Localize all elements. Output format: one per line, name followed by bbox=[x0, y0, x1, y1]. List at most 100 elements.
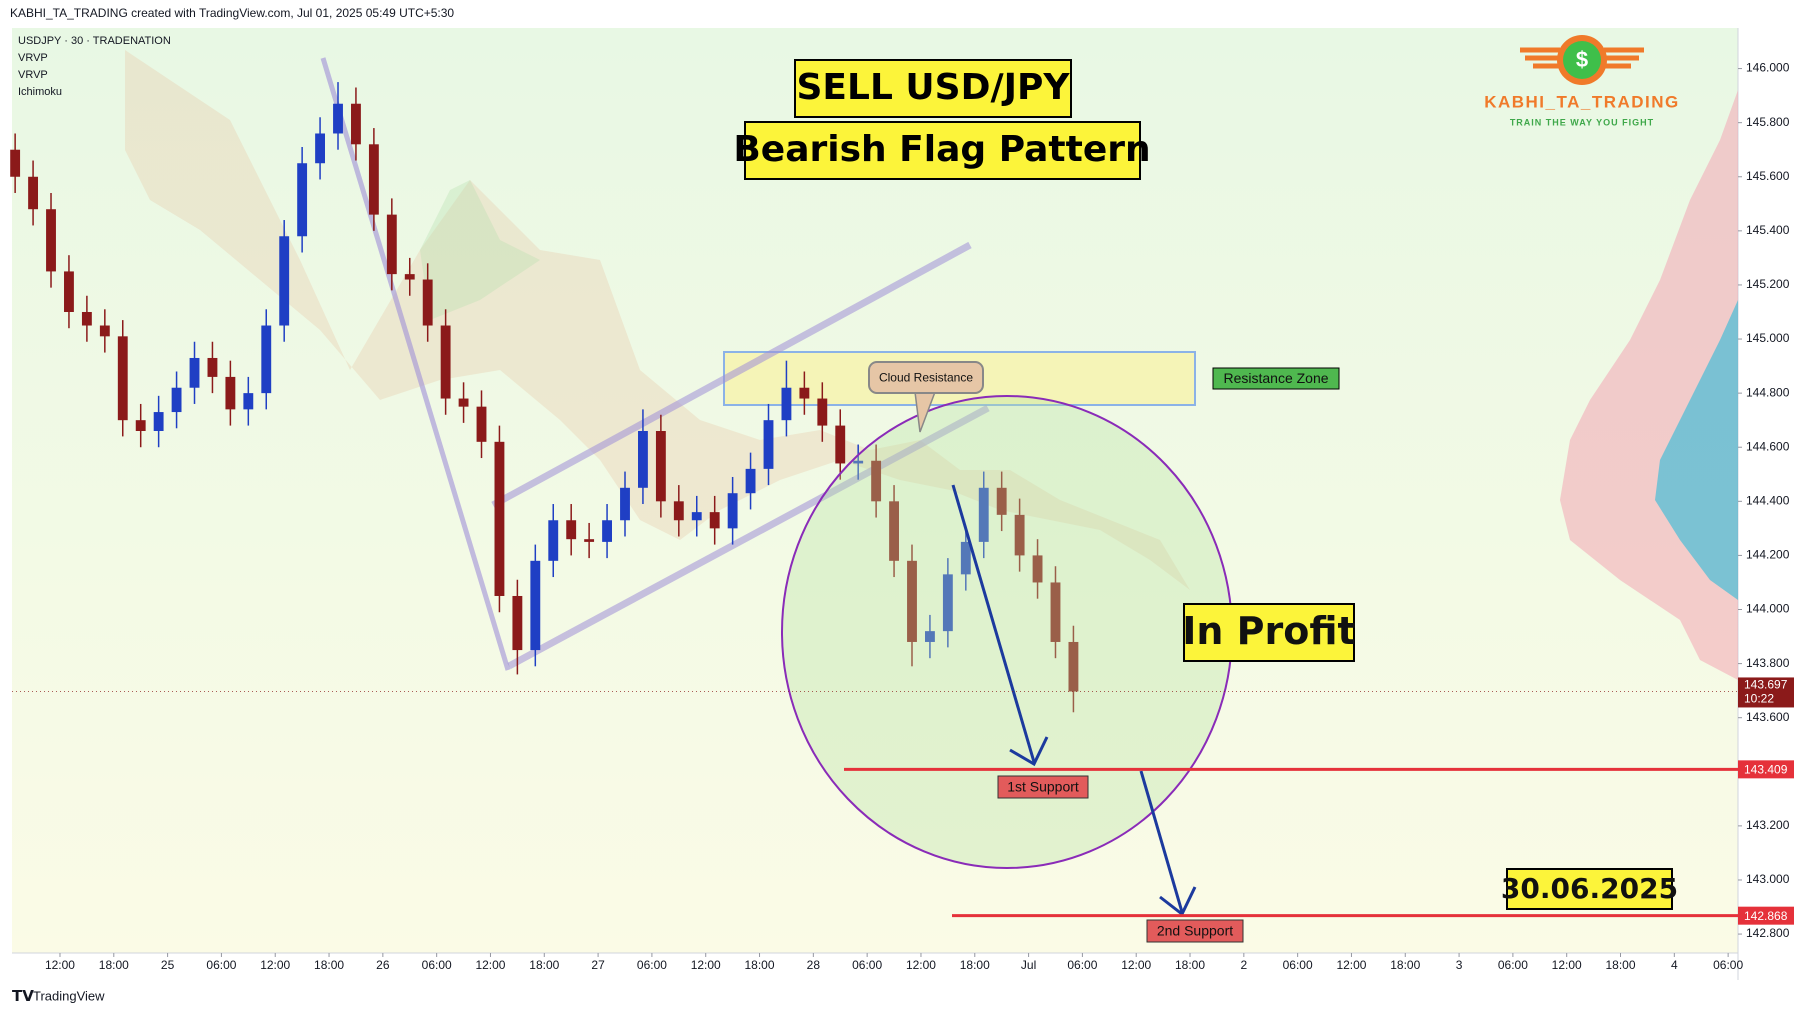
y-tick-label: 145.200 bbox=[1746, 277, 1790, 291]
x-tick-label: 27 bbox=[591, 958, 605, 972]
candle-body bbox=[996, 487, 1007, 515]
candle-body bbox=[924, 631, 935, 642]
y-tick-label: 145.600 bbox=[1746, 169, 1790, 183]
x-tick-label: 06:00 bbox=[1713, 958, 1743, 972]
level-tag bbox=[1738, 906, 1794, 925]
logo-tagline: TRAIN THE WAY YOU FIGHT bbox=[1510, 117, 1654, 127]
candle-body bbox=[620, 487, 630, 521]
candle-body bbox=[978, 487, 989, 542]
candle-body bbox=[351, 103, 361, 145]
candle-body bbox=[638, 430, 648, 488]
footer-logo: 𝗧𝗩 bbox=[12, 988, 34, 1005]
x-tick-label: 18:00 bbox=[1390, 958, 1420, 972]
candle-body bbox=[709, 512, 720, 529]
candle-body bbox=[853, 460, 864, 464]
x-tick-label: 18:00 bbox=[99, 958, 129, 972]
level-tag-value: 142.868 bbox=[1744, 909, 1788, 923]
logo-name: KABHI_TA_TRADING bbox=[1484, 92, 1680, 111]
price-tag bbox=[1738, 677, 1794, 708]
x-tick-label: 12:00 bbox=[1552, 958, 1582, 972]
x-tick-label: 12:00 bbox=[906, 958, 936, 972]
subtitle-box bbox=[744, 121, 1141, 180]
chart-title: SELL USD/JPY bbox=[797, 67, 1071, 108]
x-tick-label: 2 bbox=[1240, 958, 1247, 972]
x-tick-label: 28 bbox=[807, 958, 821, 972]
y-tick-label: 144.800 bbox=[1746, 385, 1790, 399]
header-credit: KABHI_TA_TRADING created with TradingVie… bbox=[10, 6, 454, 20]
candle-body bbox=[225, 376, 236, 410]
annotation-text: Resistance Zone bbox=[1223, 370, 1328, 386]
x-tick-label: 12:00 bbox=[45, 958, 75, 972]
candle-body bbox=[458, 398, 469, 407]
candle-body bbox=[153, 412, 164, 431]
annotation-text: In Profit bbox=[1182, 609, 1355, 653]
x-tick-label: 06:00 bbox=[1067, 958, 1097, 972]
chart-subtitle: Bearish Flag Pattern bbox=[733, 129, 1150, 170]
candle-body bbox=[907, 560, 917, 642]
x-tick-label: 06:00 bbox=[206, 958, 236, 972]
candle-body bbox=[548, 520, 559, 561]
flag-channel-upper bbox=[491, 241, 972, 509]
candle-body bbox=[673, 501, 684, 521]
candle-body bbox=[171, 387, 182, 413]
logo: $ KABHI_TA_TRADING TRAIN THE WAY YOU FIG… bbox=[1484, 35, 1680, 127]
candle-body bbox=[1032, 555, 1043, 583]
candle-body bbox=[817, 398, 828, 426]
candle-body bbox=[243, 393, 254, 410]
candle-body bbox=[799, 387, 810, 399]
candle-body bbox=[28, 176, 39, 210]
candle-body bbox=[763, 420, 774, 469]
x-tick-label: 12:00 bbox=[691, 958, 721, 972]
annotation-text: 30.06.2025 bbox=[1501, 872, 1678, 905]
candle-body bbox=[189, 357, 200, 388]
x-tick-label: Jul bbox=[1021, 958, 1036, 972]
candle-body bbox=[835, 425, 846, 464]
x-tick-label: 26 bbox=[376, 958, 390, 972]
candle-body bbox=[960, 541, 971, 575]
candle-body bbox=[476, 406, 487, 442]
x-tick-label: 12:00 bbox=[475, 958, 505, 972]
y-tick-label: 143.800 bbox=[1746, 656, 1790, 670]
y-tick-label: 142.800 bbox=[1746, 926, 1790, 940]
x-tick-label: 3 bbox=[1456, 958, 1463, 972]
symbol-label: USDJPY · 30 · TRADENATION bbox=[18, 35, 171, 47]
annotation-text: Cloud Resistance bbox=[879, 371, 973, 385]
candle-body bbox=[512, 595, 523, 651]
candle-body bbox=[871, 460, 882, 502]
candle-body bbox=[440, 325, 451, 399]
candle-body bbox=[279, 236, 290, 326]
y-tick-label: 146.000 bbox=[1746, 61, 1790, 75]
y-tick-label: 145.400 bbox=[1746, 223, 1790, 237]
candle-body bbox=[727, 493, 738, 529]
candle-body bbox=[494, 441, 505, 596]
logo-symbol: $ bbox=[1576, 47, 1588, 72]
annotation-box bbox=[868, 361, 984, 394]
annotation-box bbox=[1183, 603, 1355, 662]
x-tick-label: 12:00 bbox=[260, 958, 290, 972]
candle-body bbox=[530, 560, 541, 651]
candle-body bbox=[135, 420, 146, 431]
candle-body bbox=[422, 279, 433, 326]
title-box bbox=[794, 59, 1072, 118]
x-tick-label: 18:00 bbox=[1175, 958, 1205, 972]
level-tag bbox=[1738, 760, 1794, 779]
indicator-label: VRVP bbox=[18, 69, 48, 81]
candle-body bbox=[297, 163, 308, 237]
price-tag-countdown: 10:22 bbox=[1744, 692, 1774, 706]
x-tick-label: 06:00 bbox=[852, 958, 882, 972]
x-tick-label: 25 bbox=[161, 958, 175, 972]
candle-body bbox=[404, 274, 415, 280]
candle-body bbox=[315, 133, 326, 164]
candle-body bbox=[781, 387, 792, 421]
support-label: 1st Support bbox=[1007, 779, 1079, 795]
candles bbox=[10, 82, 1079, 713]
y-tick-label: 145.000 bbox=[1746, 331, 1790, 345]
candle-body bbox=[386, 214, 397, 275]
candle-body bbox=[10, 149, 21, 177]
candle-body bbox=[745, 468, 756, 494]
support-label-box bbox=[997, 775, 1089, 799]
candle-body bbox=[368, 144, 379, 215]
x-tick-label: 12:00 bbox=[1121, 958, 1151, 972]
candle-body bbox=[566, 520, 577, 540]
